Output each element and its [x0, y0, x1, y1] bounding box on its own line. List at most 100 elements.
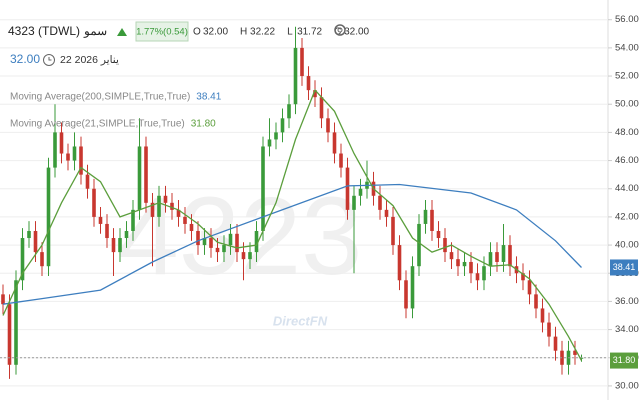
- candle-body: [482, 266, 486, 281]
- candle-body: [170, 202, 174, 210]
- candle-body: [423, 209, 428, 224]
- candle-body: [527, 280, 532, 295]
- ohlc-value: 32.00: [203, 27, 228, 38]
- y-tick-label: 46.00: [615, 155, 639, 166]
- candle-body: [189, 223, 194, 231]
- candle-body: [345, 167, 350, 210]
- candle-body: [319, 97, 324, 119]
- candle-body: [404, 280, 408, 309]
- settings-icon[interactable]: [334, 24, 346, 36]
- ohlc-key: C: [334, 27, 341, 38]
- moving-average-line: [2, 88, 583, 361]
- candle-body: [202, 238, 207, 246]
- candle-body: [254, 230, 259, 253]
- candle-body: [436, 230, 441, 239]
- candle-body: [105, 223, 109, 239]
- candle-body: [378, 195, 382, 210]
- candle-body: [267, 139, 272, 147]
- candle-body: [215, 247, 220, 253]
- candle-body: [313, 90, 317, 98]
- price-tag-label: 38.41: [613, 262, 636, 272]
- candle-body: [300, 47, 304, 77]
- candle-body: [124, 230, 129, 239]
- candle-body: [20, 238, 25, 281]
- candle-body: [352, 195, 356, 210]
- candle-body: [501, 245, 506, 262]
- candle-body: [456, 259, 460, 267]
- candle-body: [85, 174, 90, 189]
- candle-body: [469, 261, 473, 274]
- candle-body: [235, 233, 239, 253]
- legend-value: 38.41: [196, 92, 221, 103]
- candle-body: [332, 132, 337, 154]
- candle-body: [384, 209, 389, 217]
- symbol: 4323 (TDWL): [8, 24, 80, 38]
- candle-body: [443, 238, 447, 253]
- candle-body: [79, 146, 83, 175]
- candle-body: [391, 216, 395, 246]
- candle-body: [228, 233, 233, 246]
- candle-body: [14, 280, 18, 365]
- gear-hub: [337, 27, 343, 33]
- candle-body: [293, 47, 298, 105]
- candle-body: [27, 230, 31, 239]
- candle-body: [222, 245, 226, 253]
- price-tag: [610, 259, 638, 276]
- legend-value: 31.80: [191, 119, 216, 130]
- change: 1.77%(0.54): [136, 27, 188, 38]
- candle-body: [540, 308, 545, 323]
- legend-label: Moving Average(200,SIMPLE,True,True): [10, 92, 190, 103]
- candle-body: [176, 209, 181, 217]
- candle-body: [40, 252, 44, 267]
- candle-body: [306, 76, 311, 91]
- price-tag-label: 31.80: [613, 355, 636, 365]
- clock-icon: [43, 54, 55, 66]
- y-tick-label: 40.00: [615, 240, 639, 251]
- ohlc-key: H: [240, 27, 247, 38]
- candle-body: [144, 146, 148, 203]
- candle-body: [274, 132, 278, 140]
- candle-body: [521, 273, 525, 281]
- y-tick-label: 52.00: [615, 71, 639, 82]
- candle-body: [326, 118, 330, 133]
- candle-body: [573, 350, 577, 355]
- candle-body: [449, 252, 454, 260]
- candle-body: [280, 118, 285, 133]
- price-tag: [610, 352, 638, 369]
- y-tick-label: 50.00: [615, 99, 639, 110]
- candle-body: [111, 238, 116, 253]
- candle-body: [248, 252, 252, 260]
- candle-body: [196, 230, 200, 246]
- candle-body: [241, 252, 246, 260]
- y-tick-label: 42.00: [615, 211, 639, 222]
- candle-body: [488, 252, 493, 267]
- candle-body: [1, 294, 5, 305]
- ohlc-key: O: [193, 27, 201, 38]
- candle-body: [53, 132, 57, 168]
- candle-body: [534, 294, 538, 309]
- last-price: 32.00: [10, 52, 40, 66]
- candle-body: [118, 238, 122, 253]
- candle-body: [150, 202, 155, 217]
- candle-body: [553, 336, 558, 351]
- ohlc-key: L: [287, 27, 293, 38]
- candle-body: [462, 261, 467, 267]
- legend-label: Moving Average(21,SIMPLE,True,True): [10, 119, 185, 130]
- candle-body: [66, 153, 70, 161]
- candle-body: [475, 273, 480, 281]
- candle-body: [547, 322, 551, 337]
- clock-hands: [48, 57, 52, 61]
- gear[interactable]: [334, 24, 346, 36]
- ohlc-value: 31.72: [297, 27, 322, 38]
- candle-body: [397, 245, 402, 281]
- candle-body: [137, 146, 142, 210]
- y-tick-label: 56.00: [615, 14, 639, 25]
- candle-body: [46, 167, 51, 267]
- candle-body: [33, 230, 38, 253]
- candle-body: [417, 223, 421, 267]
- brand-watermark: DirectFN: [273, 313, 328, 328]
- candle-body: [183, 216, 187, 224]
- y-tick-label: 54.00: [615, 42, 639, 53]
- ohlc-value: 32.00: [344, 27, 369, 38]
